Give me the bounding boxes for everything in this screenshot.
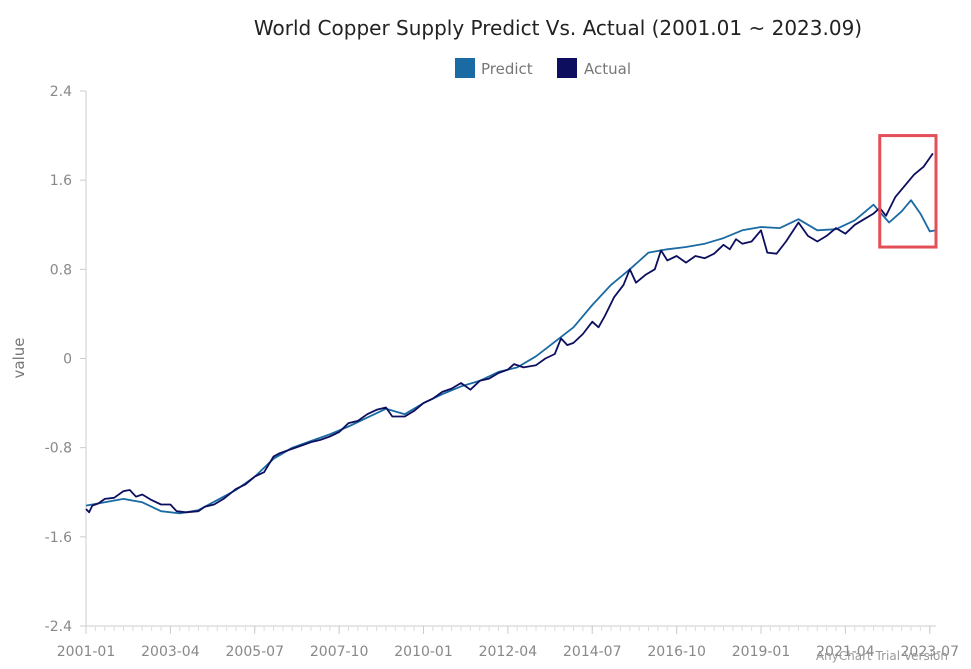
x-tick-label: 2012-04: [479, 644, 538, 660]
x-tick-label: 2003-04: [141, 644, 200, 660]
series-line-actual[interactable]: [85, 152, 934, 514]
highlight-layer: [878, 134, 938, 249]
x-tick-label: 2019-01: [732, 644, 791, 660]
x-tick-label: 2014-07: [563, 644, 622, 660]
x-tick-label: 2021-04: [816, 644, 875, 660]
x-tick-label: 2005-07: [226, 644, 285, 660]
y-tick-label: 1.6: [50, 173, 72, 189]
x-tick-label: 2016-10: [647, 644, 706, 660]
series-line-predict[interactable]: [85, 199, 937, 515]
x-axis: 2001-01 2003-04 2005-07 2007-10 2010-01 2012-…: [57, 625, 960, 660]
y-axis-title: value: [10, 338, 28, 379]
legend-swatch-actual[interactable]: [557, 58, 577, 78]
y-axis: 2.4 1.6 0.8 0 -0.8 -1.6 -2.4: [45, 84, 87, 635]
legend[interactable]: Predict Actual: [455, 58, 631, 78]
x-tick-label: 2007-10: [310, 644, 369, 660]
chart-title: World Copper Supply Predict Vs. Actual (…: [254, 16, 862, 40]
legend-label-predict[interactable]: Predict: [481, 60, 533, 78]
highlight-box: [878, 134, 938, 249]
x-tick-label: 2010-01: [394, 644, 453, 660]
watermark-text: AnyChart Trial Version: [816, 649, 948, 663]
x-tick-label: 2023-07: [901, 644, 960, 660]
y-tick-label: 2.4: [50, 84, 72, 100]
legend-label-actual[interactable]: Actual: [584, 60, 631, 78]
y-tick-label: 0: [63, 352, 72, 368]
y-tick-label: -0.8: [45, 441, 72, 457]
series-layer: [85, 152, 937, 515]
legend-swatch-predict[interactable]: [455, 58, 475, 78]
y-tick-label: -2.4: [45, 619, 72, 635]
y-tick-label: -1.6: [45, 530, 72, 546]
y-tick-label: 0.8: [50, 262, 72, 278]
x-tick-label: 2001-01: [57, 644, 116, 660]
